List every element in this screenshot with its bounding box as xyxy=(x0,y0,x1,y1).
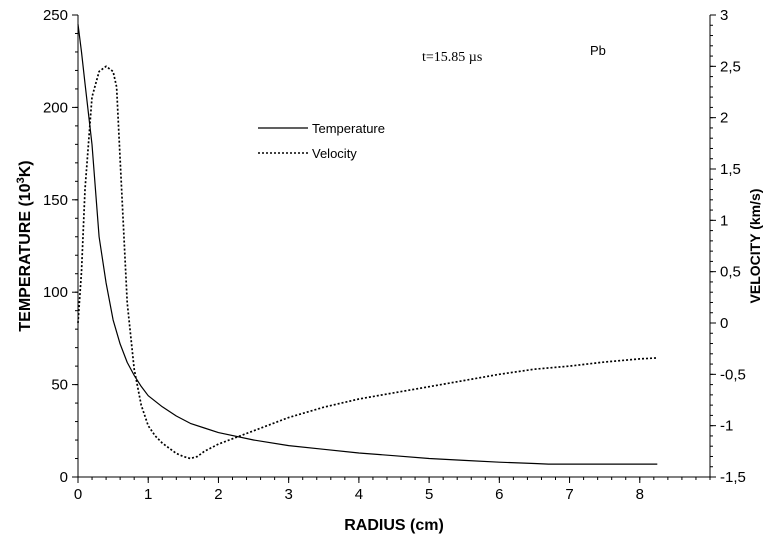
y-right-tick-label: -1 xyxy=(720,418,733,435)
y-right-tick-label: -0,5 xyxy=(720,366,746,383)
material-annotation: Pb xyxy=(590,43,606,58)
plot-frame xyxy=(77,15,711,478)
x-tick-label: 3 xyxy=(284,486,292,503)
y-right-tick-label: 1,5 xyxy=(720,161,741,178)
x-tick-label: 4 xyxy=(355,486,363,503)
y-left-tick-label: 250 xyxy=(43,7,68,24)
y-right-tick-label: 0,5 xyxy=(720,264,741,281)
x-tick-label: 5 xyxy=(425,486,433,503)
series-layer xyxy=(77,24,658,465)
time-annotation: t=15.85 µs xyxy=(422,50,482,65)
legend-temperature-label: Temperature xyxy=(312,121,385,136)
y-left-tick-label: 200 xyxy=(43,99,68,116)
y-right-tick-label: -1,5 xyxy=(720,469,746,486)
x-ticks: 0 1 2 3 4 5 6 7 8 xyxy=(74,477,711,503)
y-right-tick-label: 2 xyxy=(720,110,728,127)
y-left-tick-label: 100 xyxy=(43,284,68,301)
x-tick-label: 2 xyxy=(214,486,222,503)
x-tick-label: 1 xyxy=(144,486,152,503)
series-line-temperature xyxy=(77,24,658,465)
y-left-ticks: 0 50 100 150 200 250 xyxy=(43,7,78,486)
y-right-ticks: -1,5 -1 -0,5 0 0,5 1 1,5 2 2,5 3 xyxy=(710,7,746,486)
y-axis-right-title: VELOCITY (km/s) xyxy=(747,189,763,304)
y-left-tick-label: 0 xyxy=(60,469,68,486)
y-left-tick-label: 50 xyxy=(51,377,68,394)
x-tick-label: 7 xyxy=(565,486,573,503)
x-axis-title: RADIUS (cm) xyxy=(344,517,444,534)
x-tick-label: 0 xyxy=(74,486,82,503)
x-tick-label: 6 xyxy=(495,486,503,503)
x-tick-label: 8 xyxy=(636,486,644,503)
y-right-tick-label: 1 xyxy=(720,212,728,229)
series-line-velocity xyxy=(77,65,658,460)
y-right-tick-label: 3 xyxy=(720,7,728,24)
y-left-tick-label: 150 xyxy=(43,192,68,209)
y-axis-left-title: TEMPERATURE (103K) xyxy=(15,160,34,331)
y-right-tick-label: 2,5 xyxy=(720,58,741,75)
y-right-tick-label: 0 xyxy=(720,315,728,332)
legend: Temperature Velocity xyxy=(258,121,385,161)
legend-velocity-label: Velocity xyxy=(312,146,357,161)
